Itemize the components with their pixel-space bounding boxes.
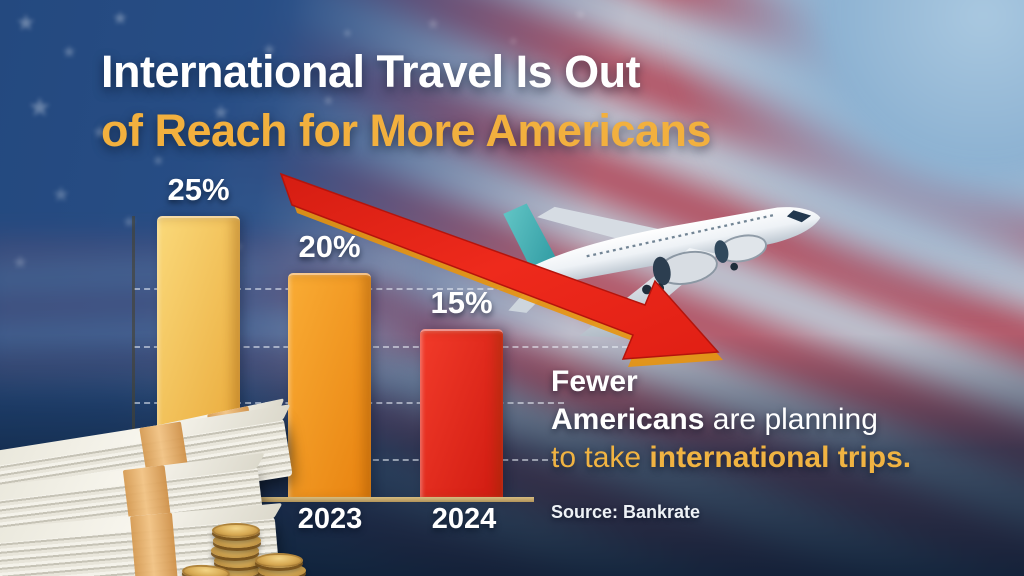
- callout-text: Fewer Americans are planning to take int…: [551, 363, 911, 477]
- tail-fin: [503, 203, 558, 271]
- chart-bar: [288, 273, 371, 499]
- coin: [212, 523, 260, 538]
- headline: International Travel Is Out of Reach for…: [101, 42, 712, 160]
- x-axis-label-2023: 2023: [297, 503, 363, 535]
- bar-value-label: 15%: [430, 285, 493, 320]
- source-credit: Source: Bankrate: [551, 502, 701, 522]
- y-axis-line: [132, 216, 135, 502]
- callout-line-1: Fewer: [551, 365, 638, 398]
- headline-line-1: International Travel Is Out: [101, 46, 641, 97]
- engine-right-intake: [714, 240, 729, 263]
- landing-gear: [730, 262, 739, 271]
- x-axis-line: [128, 497, 534, 502]
- callout-line-3-bold: international trips.: [649, 441, 912, 474]
- window-row: [586, 213, 776, 258]
- landing-gear: [642, 284, 652, 295]
- callout-line-2-rest: are planning: [704, 403, 878, 436]
- cockpit-window: [786, 210, 812, 223]
- engine-left-intake: [652, 256, 671, 286]
- gridline: [134, 346, 628, 348]
- headline-line-2: of Reach for More Americans: [101, 105, 712, 156]
- bar-value-label: 25%: [167, 172, 230, 207]
- money-stacks-image: [0, 386, 344, 576]
- callout-line-3-start: to take: [551, 441, 650, 474]
- chart-bar: [420, 329, 503, 499]
- fuselage: [518, 207, 821, 282]
- bar-value-label: 20%: [298, 229, 361, 264]
- x-axis-label-2024: 2024: [431, 503, 497, 535]
- coin: [255, 553, 303, 568]
- callout-americans: Americans: [551, 403, 705, 436]
